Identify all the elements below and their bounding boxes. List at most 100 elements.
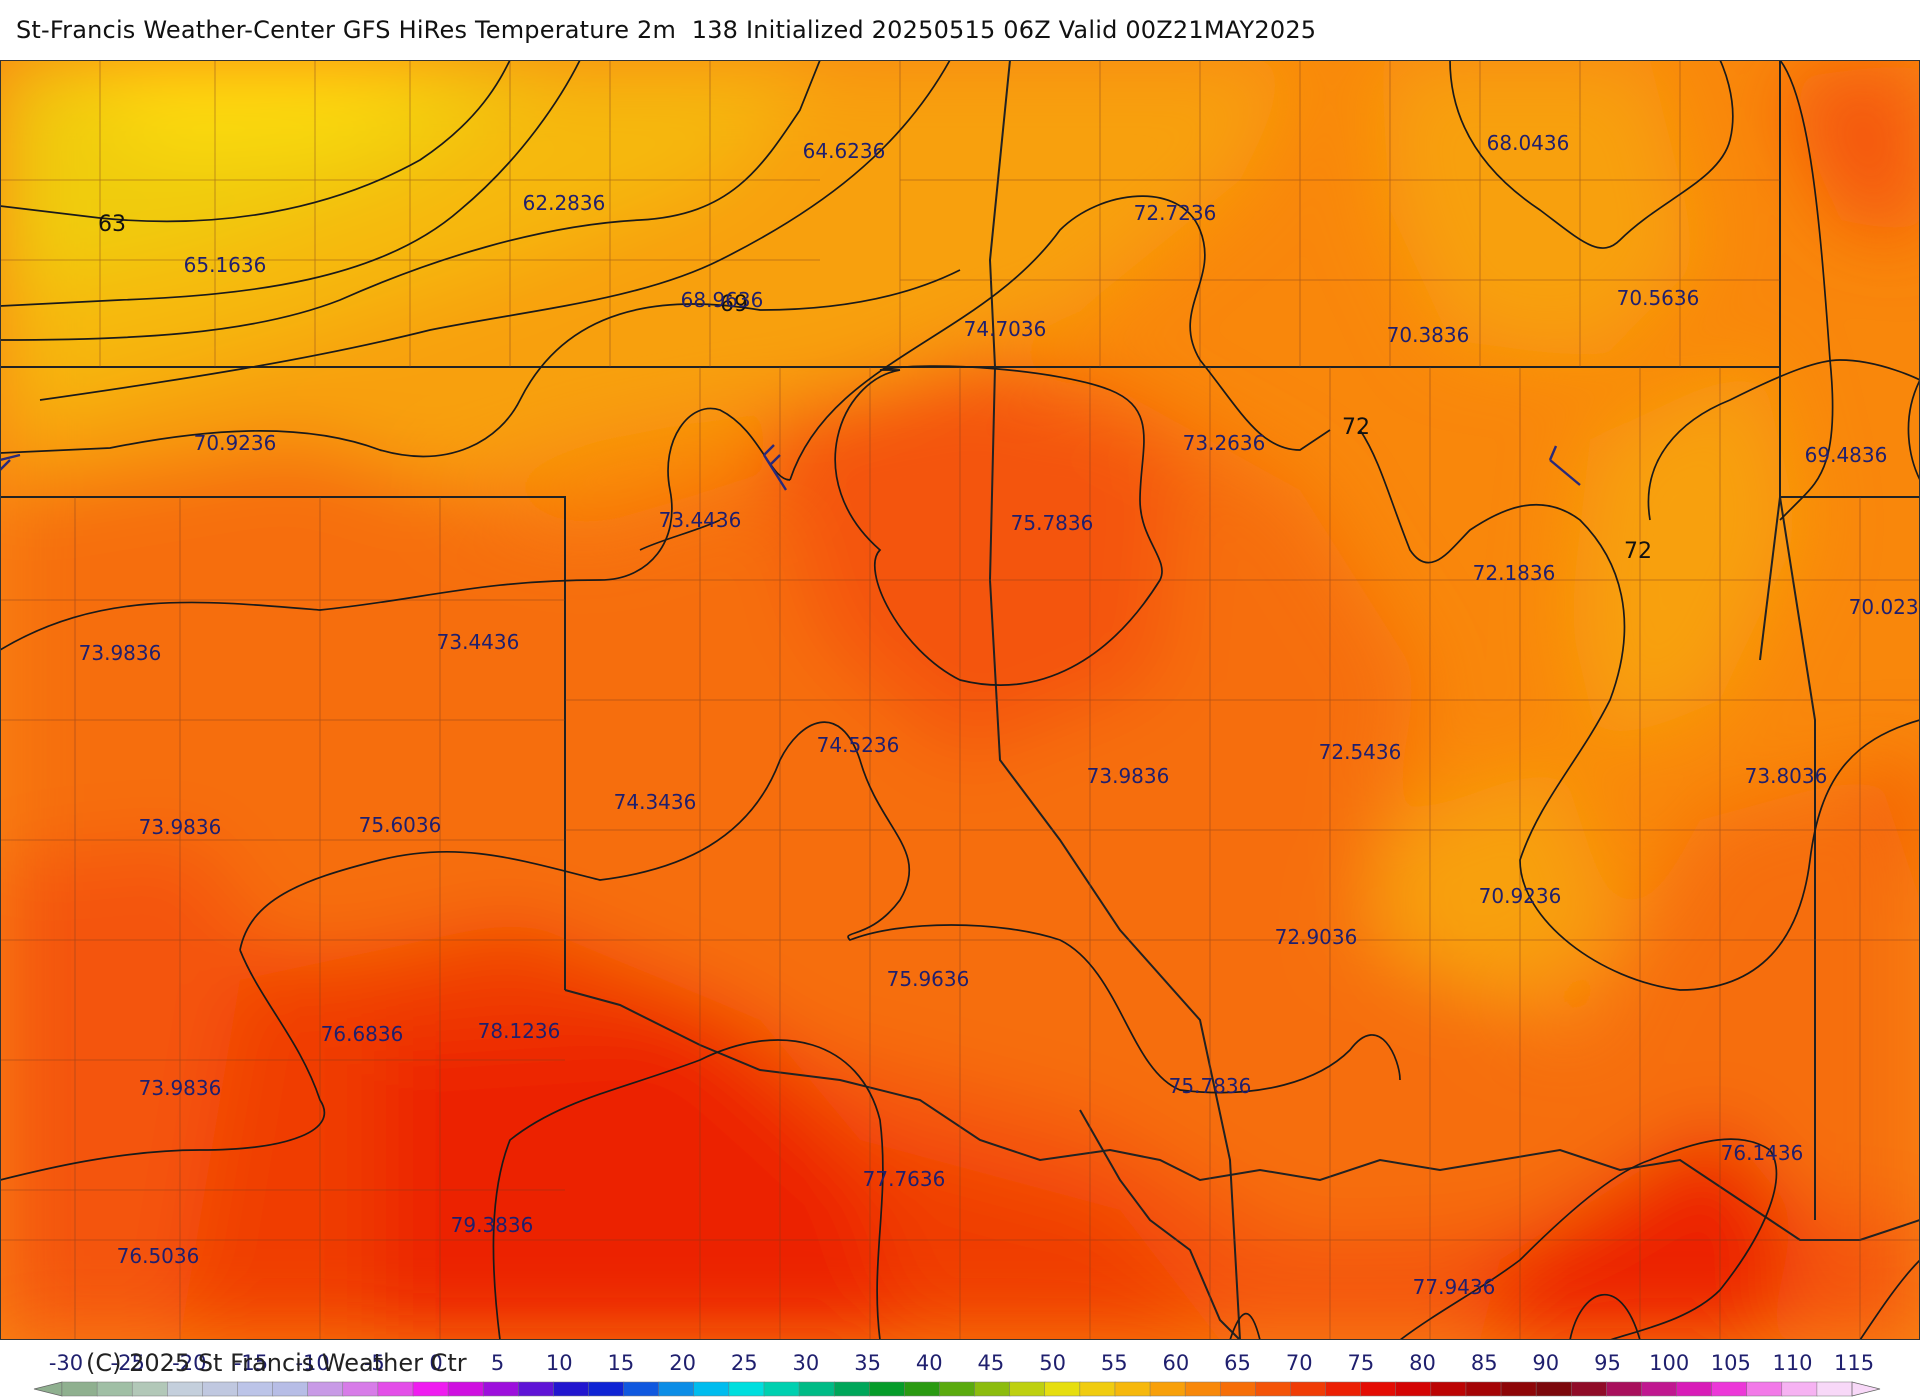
colorbar-tick-label: 15 xyxy=(608,1351,635,1375)
colorbar-swatch xyxy=(1711,1381,1748,1397)
colorbar-tick-label: 90 xyxy=(1532,1351,1559,1375)
colorbar-tick-label: 45 xyxy=(978,1351,1005,1375)
colorbar-tick-label: 80 xyxy=(1409,1351,1436,1375)
colorbar-swatch xyxy=(1009,1381,1046,1397)
point-values: 64.6236 62.2836 65.1636 68.9636 72.7236 … xyxy=(79,131,1920,1299)
colorbar-swatch xyxy=(728,1381,765,1397)
colorbar-tick-label: 115 xyxy=(1834,1351,1874,1375)
colorbar-swatch xyxy=(307,1381,344,1397)
colorbar-tick-label: 35 xyxy=(854,1351,881,1375)
colorbar: -30 -25 -20 -15 -10 -5 0 5 10 15 20 25 30 35 40 45 50 55 6… xyxy=(33,1351,1881,1397)
point-value: 68.0436 xyxy=(1487,131,1570,155)
colorbar-swatch xyxy=(693,1381,730,1397)
colorbar-tick-label: 100 xyxy=(1649,1351,1689,1375)
colorbar-swatch xyxy=(1500,1381,1537,1397)
colorbar-tick-label: 60 xyxy=(1163,1351,1190,1375)
point-value: 75.9636 xyxy=(887,967,970,991)
contour-label-63: 63 xyxy=(98,212,126,237)
point-value: 73.9836 xyxy=(139,1076,222,1100)
point-value: 73.9836 xyxy=(79,641,162,665)
point-value: 65.1636 xyxy=(184,253,267,277)
point-value: 64.6236 xyxy=(803,139,886,163)
colorbar-swatch xyxy=(1325,1381,1362,1397)
contour-label-69: 69 xyxy=(720,292,748,317)
point-value: 70.5636 xyxy=(1617,286,1700,310)
county-lines xyxy=(0,60,1920,1340)
colorbar-tick-label: 40 xyxy=(916,1351,943,1375)
contour-label-72-b: 72 xyxy=(1624,539,1652,564)
point-value: 73.9836 xyxy=(139,815,222,839)
point-value: 70.9236 xyxy=(1479,884,1562,908)
colorbar-swatch xyxy=(1781,1381,1818,1397)
colorbar-swatch xyxy=(131,1381,169,1397)
colorbar-tick-label: 25 xyxy=(731,1351,758,1375)
wind-barbs xyxy=(0,444,1581,491)
point-value: 73.9836 xyxy=(1087,764,1170,788)
point-value: 69.4836 xyxy=(1805,443,1888,467)
colorbar-tick-label: 95 xyxy=(1594,1351,1621,1375)
point-value: 76.5036 xyxy=(117,1244,200,1268)
point-value: 75.7836 xyxy=(1011,511,1094,535)
point-value: 73.8036 xyxy=(1745,764,1828,788)
colorbar-tick-label: 5 xyxy=(491,1351,504,1375)
colorbar-tick-label: 10 xyxy=(546,1351,573,1375)
colorbar-tick-label: -10 xyxy=(295,1351,329,1375)
point-value: 70.9236 xyxy=(194,431,277,455)
isotherm-contours xyxy=(0,60,1920,1340)
colorbar-swatch xyxy=(939,1381,976,1397)
map-title: St-Francis Weather-Center GFS HiRes Temp… xyxy=(16,16,1317,44)
colorbar-swatch xyxy=(1114,1381,1151,1397)
colorbar-swatch xyxy=(447,1381,484,1397)
point-value: 73.4436 xyxy=(659,508,742,532)
colorbar-swatch xyxy=(412,1381,449,1397)
colorbar-swatch xyxy=(588,1381,625,1397)
colorbar-swatch xyxy=(1044,1381,1081,1397)
colorbar-swatch xyxy=(1290,1381,1327,1397)
colorbar-tick-label: 110 xyxy=(1772,1351,1812,1375)
colorbar-swatch xyxy=(869,1381,906,1397)
point-value: 75.6036 xyxy=(359,813,442,837)
colorbar-swatch xyxy=(1360,1381,1397,1397)
colorbar-swatch xyxy=(1079,1381,1116,1397)
colorbar-swatch xyxy=(377,1381,414,1397)
temperature-map: 63 69 72 72 64.6236 62.2836 65.1636 68.9… xyxy=(0,60,1920,1340)
colorbar-swatch xyxy=(167,1381,204,1397)
colorbar-swatch xyxy=(482,1381,520,1397)
colorbar-swatch xyxy=(553,1381,590,1397)
colorbar-swatch xyxy=(1184,1381,1221,1397)
colorbar-tick-label: 30 xyxy=(793,1351,820,1375)
colorbar-swatch xyxy=(623,1381,660,1397)
colorbar-swatch xyxy=(96,1381,133,1397)
colorbar-swatch xyxy=(1395,1381,1432,1397)
colorbar-tick-label: 70 xyxy=(1286,1351,1313,1375)
point-value: 77.7636 xyxy=(863,1167,946,1191)
colorbar-swatch xyxy=(272,1381,309,1397)
colorbar-swatch xyxy=(763,1381,800,1397)
colorbar-swatch xyxy=(1641,1381,1678,1397)
point-value: 75.7836 xyxy=(1169,1074,1252,1098)
colorbar-swatch xyxy=(1430,1381,1467,1397)
colorbar-tick-label: 0 xyxy=(429,1351,442,1375)
colorbar-swatch xyxy=(904,1381,941,1397)
colorbar-swatch xyxy=(1676,1381,1713,1397)
colorbar-tick-label: -20 xyxy=(172,1351,206,1375)
point-value: 76.1436 xyxy=(1721,1141,1804,1165)
contour-label-72-a: 72 xyxy=(1342,415,1370,440)
colorbar-swatch xyxy=(1255,1381,1292,1397)
point-value: 78.1236 xyxy=(478,1019,561,1043)
colorbar-left-arrow xyxy=(33,1381,63,1397)
point-value: 72.9036 xyxy=(1275,925,1358,949)
point-value: 74.5236 xyxy=(817,733,900,757)
point-value: 76.6836 xyxy=(321,1022,404,1046)
colorbar-swatch xyxy=(1816,1381,1853,1397)
point-value: 79.3836 xyxy=(451,1213,534,1237)
colorbar-swatch xyxy=(237,1381,274,1397)
point-value: 74.7036 xyxy=(964,317,1047,341)
colorbar-tick-label: 105 xyxy=(1711,1351,1751,1375)
colorbar-swatch xyxy=(1746,1381,1783,1397)
point-value: 73.4436 xyxy=(437,630,520,654)
colorbar-swatch xyxy=(518,1381,555,1397)
point-value: 62.2836 xyxy=(523,191,606,215)
colorbar-tick-label: -5 xyxy=(364,1351,385,1375)
point-value: 73.2636 xyxy=(1183,431,1266,455)
